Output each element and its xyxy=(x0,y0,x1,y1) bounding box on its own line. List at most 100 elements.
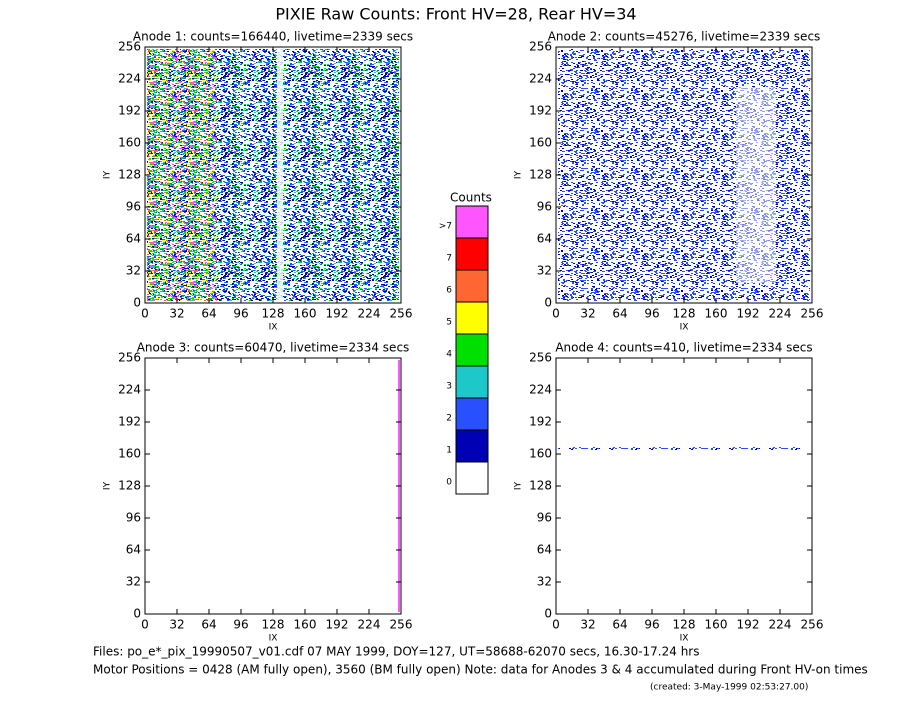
panel-title: Anode 2: counts=45276, livetime=2339 sec… xyxy=(548,30,821,44)
plot-frame xyxy=(555,357,813,615)
y-tick-label: 96 xyxy=(126,511,141,525)
x-axis-label: IX xyxy=(269,634,278,644)
footer-motor: Motor Positions = 0428 (AM fully open), … xyxy=(93,663,868,677)
colorbar-label: 1 xyxy=(446,446,452,456)
x-tick-label: 256 xyxy=(390,307,413,321)
x-tick-label: 64 xyxy=(201,307,216,321)
x-tick-label: 0 xyxy=(141,618,149,632)
y-tick-label: 96 xyxy=(537,511,552,525)
x-tick-label: 0 xyxy=(552,618,560,632)
y-tick-label: 64 xyxy=(537,232,552,246)
x-tick-label: 224 xyxy=(769,618,792,632)
y-tick-label: 32 xyxy=(126,264,141,278)
y-axis-label: IY xyxy=(103,481,113,490)
x-tick-label: 160 xyxy=(294,307,317,321)
x-tick-label: 192 xyxy=(737,307,760,321)
x-tick-label: 64 xyxy=(201,618,216,632)
y-axis-label: IY xyxy=(514,170,524,179)
panel: Anode 4: counts=410, livetime=2334 secs 0… xyxy=(514,341,824,644)
y-tick-label: 128 xyxy=(529,168,552,182)
colorbar-swatch xyxy=(455,365,489,399)
x-tick-label: 256 xyxy=(801,618,824,632)
y-tick-label: 96 xyxy=(537,200,552,214)
panel-title: Anode 3: counts=60470, livetime=2334 sec… xyxy=(137,341,410,355)
x-tick-label: 160 xyxy=(705,307,728,321)
panel-title: Anode 4: counts=410, livetime=2334 secs xyxy=(555,341,812,355)
x-tick-label: 256 xyxy=(801,307,824,321)
colorbar-swatch xyxy=(455,301,489,335)
figure-title: PIXIE Raw Counts: Front HV=28, Rear HV=3… xyxy=(275,5,636,24)
x-tick-label: 192 xyxy=(326,307,349,321)
colorbar-swatch xyxy=(455,429,489,463)
colorbar-label: 0 xyxy=(446,478,452,488)
y-tick-label: 96 xyxy=(126,200,141,214)
colorbar-swatch xyxy=(455,461,489,495)
x-tick-label: 0 xyxy=(141,307,149,321)
x-tick-label: 160 xyxy=(705,618,728,632)
x-tick-label: 128 xyxy=(262,307,285,321)
y-tick-label: 192 xyxy=(118,415,141,429)
y-axis-label: IY xyxy=(514,481,524,490)
x-tick-label: 256 xyxy=(390,618,413,632)
x-tick-label: 96 xyxy=(233,307,248,321)
x-tick-label: 224 xyxy=(769,307,792,321)
y-tick-label: 64 xyxy=(126,232,141,246)
y-tick-label: 160 xyxy=(529,136,552,150)
x-tick-label: 192 xyxy=(737,618,760,632)
x-tick-label: 32 xyxy=(169,618,184,632)
x-tick-label: 0 xyxy=(552,307,560,321)
panel: Anode 3: counts=60470, livetime=2334 sec… xyxy=(103,341,413,644)
image-gap xyxy=(736,87,776,283)
colorbar-swatch xyxy=(455,269,489,303)
y-tick-label: 128 xyxy=(118,479,141,493)
y-tick-label: 32 xyxy=(126,575,141,589)
y-tick-label: 0 xyxy=(133,607,141,621)
y-tick-label: 256 xyxy=(529,40,552,54)
y-tick-label: 224 xyxy=(529,383,552,397)
x-tick-label: 192 xyxy=(326,618,349,632)
y-tick-label: 64 xyxy=(126,543,141,557)
y-tick-label: 224 xyxy=(118,383,141,397)
y-tick-label: 64 xyxy=(537,543,552,557)
x-tick-label: 128 xyxy=(673,307,696,321)
x-axis-label: IX xyxy=(680,634,689,644)
x-tick-label: 64 xyxy=(612,307,627,321)
x-tick-label: 224 xyxy=(358,307,381,321)
y-tick-label: 0 xyxy=(544,607,552,621)
y-tick-label: 192 xyxy=(118,104,141,118)
y-tick-label: 192 xyxy=(529,415,552,429)
y-tick-label: 256 xyxy=(529,351,552,365)
x-tick-label: 160 xyxy=(294,618,317,632)
image-gap xyxy=(277,49,283,301)
x-tick-label: 96 xyxy=(644,307,659,321)
panel: Anode 2: counts=45276, livetime=2339 sec… xyxy=(514,30,824,333)
colorbar-title: Counts xyxy=(450,191,492,205)
y-tick-label: 128 xyxy=(118,168,141,182)
colorbar-label: 6 xyxy=(446,286,452,296)
colorbar-swatch xyxy=(455,333,489,367)
x-axis-label: IX xyxy=(269,323,278,333)
y-tick-label: 160 xyxy=(118,447,141,461)
x-tick-label: 96 xyxy=(644,618,659,632)
colorbar-label: 7 xyxy=(446,254,452,264)
y-tick-label: 224 xyxy=(118,72,141,86)
plot-frame xyxy=(144,357,402,615)
colorbar-label: >7 xyxy=(439,222,452,232)
panel: Anode 1: counts=166440, livetime=2339 se… xyxy=(103,30,414,333)
y-tick-label: 160 xyxy=(118,136,141,150)
footer-files: Files: po_e*_pix_19990507_v01.cdf 07 MAY… xyxy=(93,645,700,659)
y-tick-label: 0 xyxy=(133,296,141,310)
colorbar-label: 2 xyxy=(446,414,452,424)
y-tick-label: 256 xyxy=(118,40,141,54)
y-tick-label: 32 xyxy=(537,264,552,278)
y-tick-label: 32 xyxy=(537,575,552,589)
footer-created: (created: 3-May-1999 02:53:27.00) xyxy=(650,683,808,693)
x-axis-label: IX xyxy=(680,323,689,333)
x-tick-label: 128 xyxy=(262,618,285,632)
y-axis-label: IY xyxy=(103,170,113,179)
colorbar-label: 4 xyxy=(446,350,452,360)
x-tick-label: 224 xyxy=(358,618,381,632)
y-tick-label: 0 xyxy=(544,296,552,310)
y-tick-label: 256 xyxy=(118,351,141,365)
